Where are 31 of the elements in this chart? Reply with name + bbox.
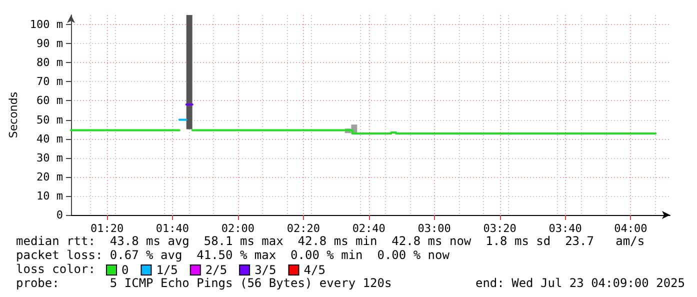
y-tick-label: 0: [56, 208, 64, 222]
text: median rtt: 43.8 ms avg 58.1 ms max 42.8 ms min 42.8 ms now 1.8 ms sd 23.7 am/s: [16, 234, 645, 248]
x-tick-label: 01:40: [156, 222, 190, 235]
text: packet loss: 0.67 % avg 41.50 % max 0.00 % min 0.00 % now: [16, 248, 450, 262]
legend-label: 3/5: [254, 263, 276, 277]
y-tick-label: 90 m: [36, 37, 64, 50]
y-tick-label: 10 m: [36, 189, 64, 202]
legend-label: 4/5: [304, 263, 326, 277]
text: end: Wed Jul 23 04:09:00 2025: [475, 276, 685, 290]
y-tick-label: 80 m: [36, 56, 64, 70]
y-tick-label: 70 m: [36, 75, 64, 88]
y-tick-label: 100 m: [30, 18, 64, 32]
legend-title: loss color:: [16, 262, 96, 276]
y-tick-label: 40 m: [36, 132, 64, 146]
legend-label: 0: [122, 263, 129, 277]
x-tick-label: 02:40: [352, 222, 386, 235]
x-tick-label: 03:20: [483, 222, 516, 235]
x-tick-label: 03:40: [548, 222, 582, 235]
y-tick-label: 20 m: [36, 170, 64, 184]
x-tick-label: 02:00: [221, 222, 255, 235]
x-tick-label: 03:00: [418, 222, 451, 235]
y-tick-label: 50 m: [36, 113, 64, 126]
text: probe: 5 ICMP Echo Pings (56 Bytes) every 120s: [16, 276, 392, 290]
legend-label: 2/5: [205, 263, 228, 277]
x-tick-label: 02:20: [286, 222, 320, 235]
y-tick-label: 30 m: [36, 151, 64, 164]
legend-label: 1/5: [156, 263, 178, 277]
y-tick-label: 60 m: [36, 94, 64, 108]
x-tick-label: 01:20: [90, 222, 124, 235]
x-tick-label: 04:00: [614, 222, 648, 235]
y-axis-title: Seconds: [7, 92, 20, 138]
